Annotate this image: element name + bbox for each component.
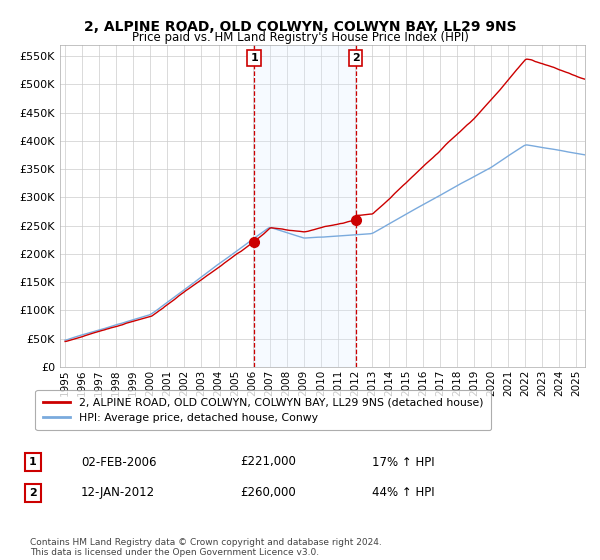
- Bar: [254, 45, 356, 367]
- Text: 44% ↑ HPI: 44% ↑ HPI: [372, 486, 434, 500]
- Text: 1: 1: [250, 53, 258, 63]
- Text: 12-JAN-2012: 12-JAN-2012: [81, 486, 155, 500]
- Legend: 2, ALPINE ROAD, OLD COLWYN, COLWYN BAY, LL29 9NS (detached house), HPI: Average : 2, ALPINE ROAD, OLD COLWYN, COLWYN BAY, …: [35, 390, 491, 431]
- Text: Price paid vs. HM Land Registry's House Price Index (HPI): Price paid vs. HM Land Registry's House …: [131, 31, 469, 44]
- Text: 2: 2: [352, 53, 359, 63]
- Text: £221,000: £221,000: [240, 455, 296, 469]
- Text: 17% ↑ HPI: 17% ↑ HPI: [372, 455, 434, 469]
- Text: 1: 1: [29, 457, 37, 467]
- Text: 2, ALPINE ROAD, OLD COLWYN, COLWYN BAY, LL29 9NS: 2, ALPINE ROAD, OLD COLWYN, COLWYN BAY, …: [83, 20, 517, 34]
- Text: 2: 2: [29, 488, 37, 498]
- Text: 02-FEB-2006: 02-FEB-2006: [81, 455, 157, 469]
- Text: £260,000: £260,000: [240, 486, 296, 500]
- Text: Contains HM Land Registry data © Crown copyright and database right 2024.
This d: Contains HM Land Registry data © Crown c…: [30, 538, 382, 557]
